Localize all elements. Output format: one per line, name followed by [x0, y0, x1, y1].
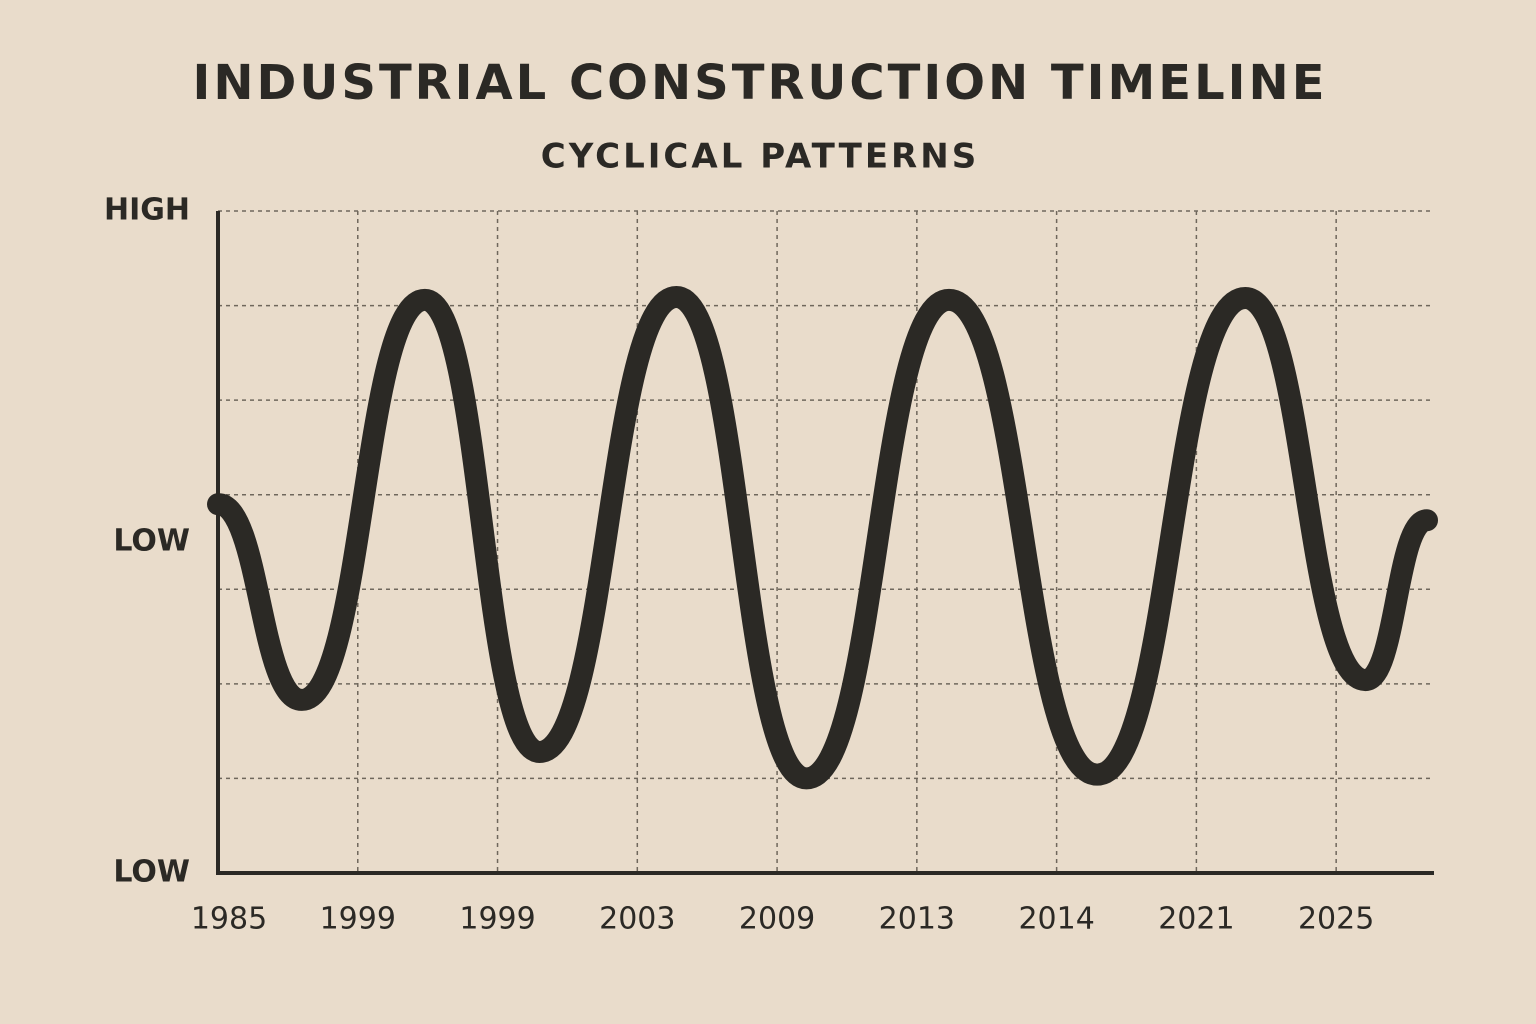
chart-title: INDUSTRIAL CONSTRUCTION TIMELINE: [193, 55, 1328, 111]
x-tick-label: 2014: [1018, 902, 1094, 937]
y-tick-label: HIGH: [104, 193, 190, 228]
chart-subtitle: CYCLICAL PATTERNS: [541, 137, 979, 177]
series-line: [207, 286, 1439, 790]
x-tick-label: 1999: [320, 902, 396, 937]
x-tick-label: 1985: [191, 902, 267, 937]
x-tick-label: 2013: [879, 902, 955, 937]
x-tick-label: 2009: [739, 902, 815, 937]
x-tick-label: 2025: [1298, 902, 1374, 937]
x-tick-label: 2021: [1158, 902, 1234, 937]
y-tick-label: LOW: [113, 524, 190, 559]
x-tick-label: 1999: [459, 902, 535, 937]
x-tick-label: 2003: [599, 902, 675, 937]
y-tick-label: LOW: [113, 855, 190, 890]
